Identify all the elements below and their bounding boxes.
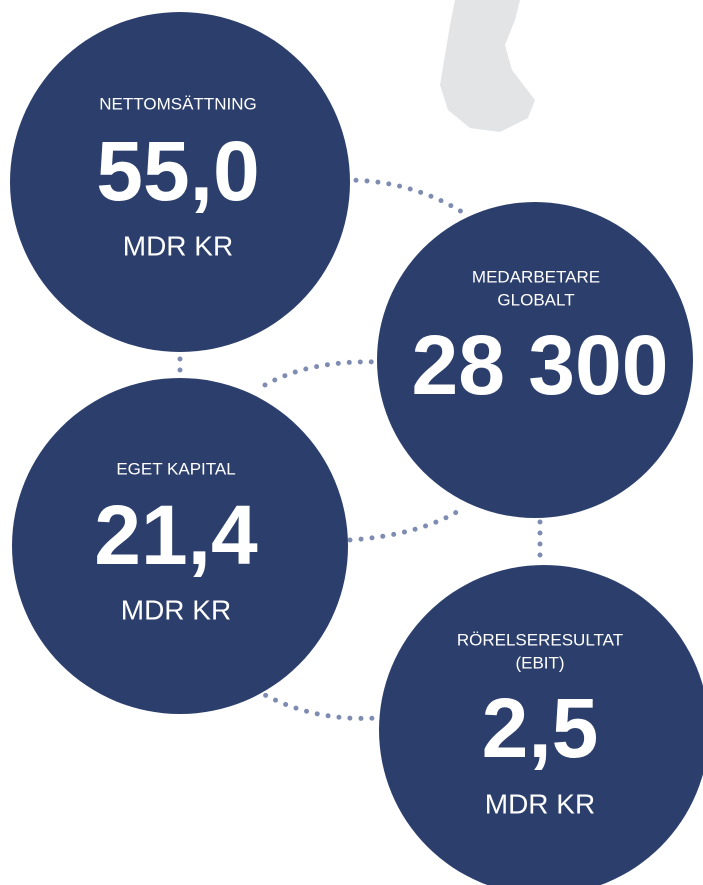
stat-label: MEDARBETARE [472,267,600,286]
stat-value: 2,5 [482,681,599,775]
stat-unit: MDR KR [121,594,231,625]
stat-circle: MEDARBETARE GLOBALT 28 300 [377,202,693,518]
connector [347,507,463,543]
stat-label: GLOBALT [497,290,574,309]
connector [342,177,465,215]
stat-label: (EBIT) [515,653,564,672]
circle [377,202,693,518]
stat-value: 55,0 [96,124,260,218]
stat-circle: NETTOMSÄTTNING 55,0 MDR KR [10,12,350,352]
stat-unit: MDR KR [485,788,595,819]
stat-label: EGET KAPITAL [116,459,235,478]
circle [379,565,703,885]
circle [10,12,350,352]
circle [12,378,348,714]
stat-label: RÖRELSERESULTAT [457,630,623,649]
connector [253,687,381,721]
stat-value: 28 300 [412,318,669,412]
stat-circle: RÖRELSERESULTAT (EBIT) 2,5 MDR KR [379,565,703,885]
map-outline [440,0,535,132]
connector [262,359,381,388]
stat-label: NETTOMSÄTTNING [99,94,256,113]
stat-value: 21,4 [94,488,258,582]
stat-circle: EGET KAPITAL 21,4 MDR KR [12,378,348,714]
stat-unit: MDR KR [123,230,233,261]
